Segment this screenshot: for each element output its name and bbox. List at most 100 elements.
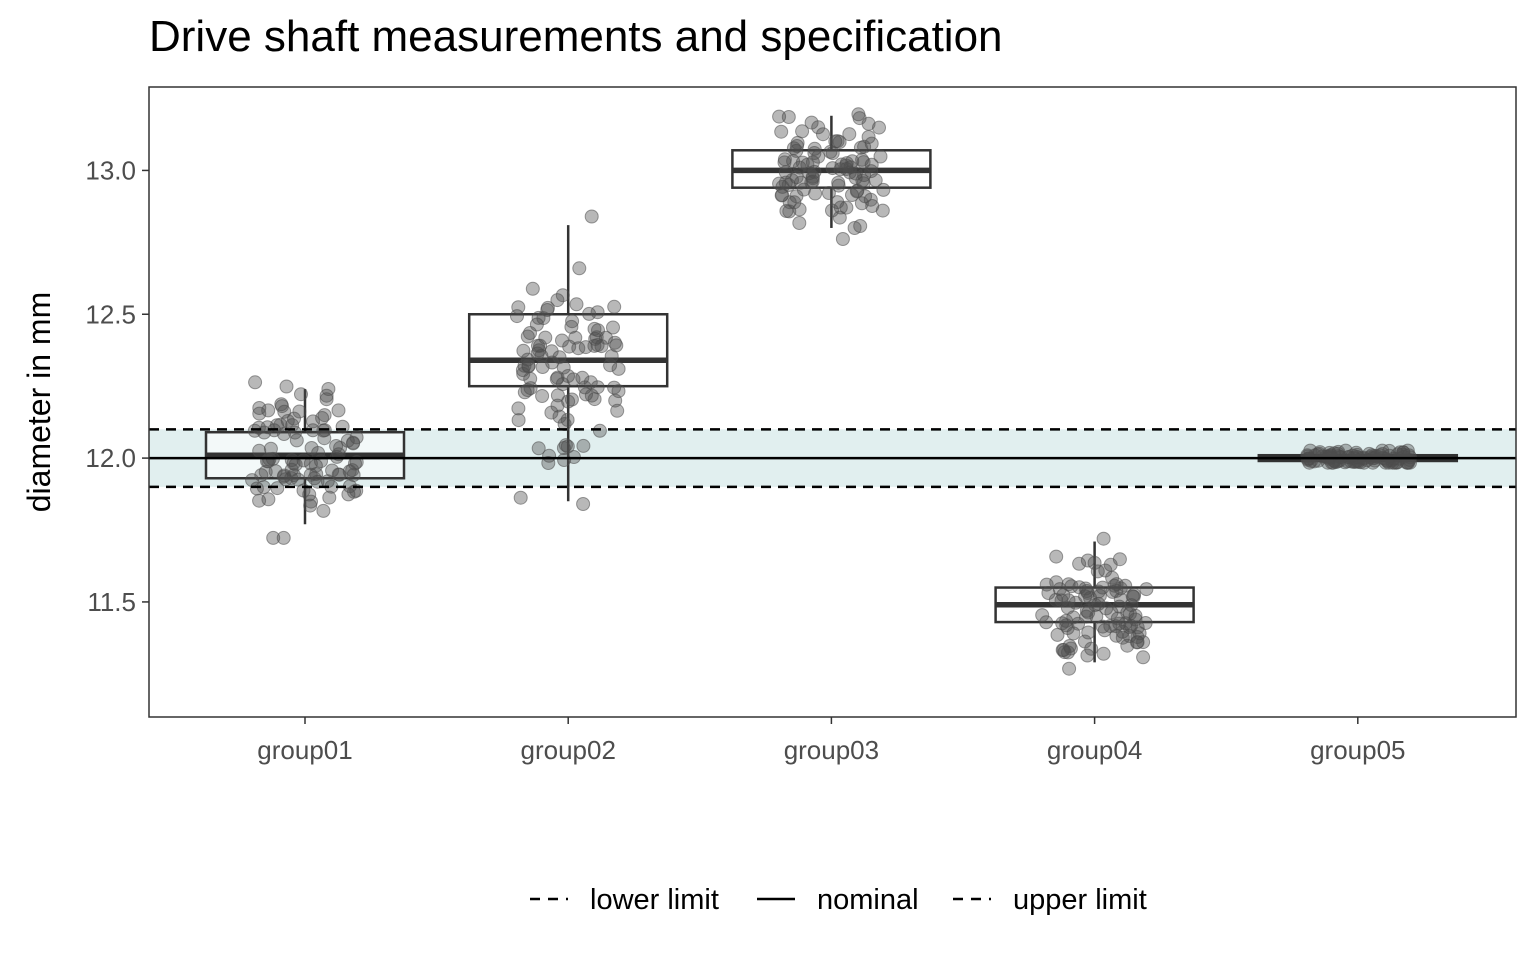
data-point [510,309,524,324]
data-point [280,414,295,428]
legend: lower limit nominal upper limit [530,884,1147,916]
data-point [576,438,591,453]
data-point [545,355,560,370]
data-point [565,314,580,329]
data-point [341,487,356,502]
data-point [845,188,859,202]
data-point [303,467,318,482]
plot-panel-border [148,86,1517,718]
data-point [830,134,845,149]
data-point [839,200,854,215]
data-point [1056,588,1071,603]
data-point [1097,623,1112,638]
data-point [876,182,891,197]
data-point [550,293,565,308]
data-point [294,387,308,402]
data-point [825,161,840,176]
data-point [560,412,575,427]
data-point [835,232,850,246]
data-point [245,473,260,488]
data-point [535,389,550,403]
box-group01 [204,389,406,525]
data-point [284,453,299,468]
data-point [329,439,344,453]
data-point [556,360,571,375]
data-point [304,441,319,455]
data-point [1062,639,1077,653]
x-tick-label: group05 [1310,735,1405,765]
data-point [532,343,546,358]
data-point [1096,646,1111,661]
data-point [1080,648,1095,663]
data-point [1066,626,1081,641]
data-point [823,144,838,159]
data-point [578,340,593,355]
data-point [1035,608,1050,623]
chart-title: Drive shaft measurements and specificati… [149,12,1003,61]
data-point [792,216,807,230]
data-point [772,176,787,191]
data-point [1079,603,1094,618]
data-point [1369,449,1384,464]
data-point [346,436,361,451]
data-point [825,146,840,161]
data-point [1125,589,1140,604]
data-point [1084,641,1099,656]
data-point [834,157,849,172]
data-point [541,456,556,470]
data-point [611,384,626,399]
data-point [1039,615,1054,630]
data-point [552,409,567,424]
data-point [1103,619,1118,633]
data-point [1039,577,1054,592]
data-point [576,497,591,511]
data-point [787,195,802,210]
data-point [517,385,532,400]
data-point [1130,635,1145,650]
data-point [1124,618,1138,633]
data-point [252,401,267,415]
y-tick-label: 12.5 [85,299,136,329]
y-tick-label: 12.0 [85,443,136,473]
data-point [288,425,302,440]
data-point [266,530,281,545]
data-point [511,413,526,428]
data-point [789,170,804,185]
data-point [772,109,787,124]
data-point [564,319,579,334]
x-tick-label: group01 [257,735,352,765]
data-point [582,306,597,321]
data-point [286,468,301,483]
data-point [549,372,564,386]
data-point [1055,616,1070,631]
data-point [1079,609,1094,624]
data-point [252,406,267,421]
data-point [842,127,857,142]
data-point [525,281,540,296]
data-point [864,136,879,151]
data-point [260,454,274,469]
data-point [550,398,565,413]
data-point [1312,445,1327,460]
legend-label: nominal [817,884,919,916]
data-point [805,174,820,189]
legend-label: upper limit [1013,884,1147,916]
data-point [1112,599,1127,614]
data-point [583,375,598,390]
data-point [531,310,546,325]
data-point [853,219,868,233]
data-point [277,404,292,419]
data-point [792,202,807,217]
data-point [319,388,334,403]
data-point [560,439,575,454]
data-point [1136,650,1151,665]
data-point [1080,553,1095,568]
data-point [540,300,555,315]
data-point [861,130,876,144]
data-point [1080,585,1095,600]
y-tick-label: 11.5 [87,587,136,617]
data-point [598,330,613,345]
legend-label: lower limit [590,884,719,916]
data-point [807,141,822,156]
data-point [851,107,866,122]
